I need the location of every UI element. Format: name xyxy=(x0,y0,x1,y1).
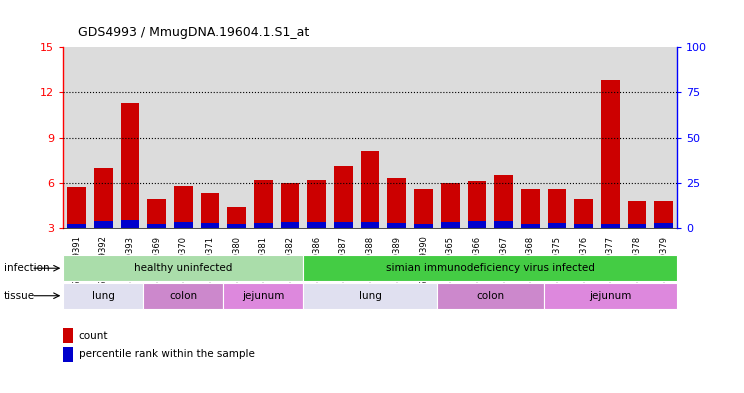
Bar xyxy=(571,47,597,228)
Bar xyxy=(147,224,166,228)
Bar xyxy=(441,183,460,228)
Bar xyxy=(361,151,379,228)
Bar xyxy=(414,224,433,228)
Bar xyxy=(361,222,379,228)
Bar xyxy=(357,47,383,228)
Bar xyxy=(467,181,487,228)
Bar xyxy=(304,47,330,228)
Bar xyxy=(601,80,620,228)
Text: healthy uninfected: healthy uninfected xyxy=(134,263,233,273)
Bar xyxy=(174,222,193,228)
Bar xyxy=(174,186,193,228)
Bar xyxy=(223,283,304,309)
Bar xyxy=(201,193,219,228)
Text: colon: colon xyxy=(476,291,504,301)
Text: GDS4993 / MmugDNA.19604.1.S1_at: GDS4993 / MmugDNA.19604.1.S1_at xyxy=(78,26,310,39)
Text: colon: colon xyxy=(170,291,197,301)
Bar xyxy=(334,222,353,228)
Bar xyxy=(628,224,647,228)
Bar xyxy=(280,222,299,228)
Bar xyxy=(494,175,513,228)
Text: lung: lung xyxy=(92,291,115,301)
Bar xyxy=(67,187,86,228)
Bar xyxy=(544,47,571,228)
Bar xyxy=(467,221,487,228)
Bar xyxy=(494,221,513,228)
Bar xyxy=(67,224,86,228)
Bar xyxy=(121,220,139,228)
Text: jejunum: jejunum xyxy=(243,291,284,301)
Bar xyxy=(388,178,406,228)
Bar xyxy=(304,255,677,281)
Bar xyxy=(144,283,223,309)
Bar xyxy=(574,199,593,228)
Bar xyxy=(655,201,673,228)
Bar xyxy=(521,224,539,228)
Bar xyxy=(544,283,677,309)
Text: jejunum: jejunum xyxy=(589,291,632,301)
Text: percentile rank within the sample: percentile rank within the sample xyxy=(79,349,254,360)
Bar xyxy=(250,47,277,228)
Bar xyxy=(223,47,250,228)
Bar xyxy=(307,222,326,228)
Bar xyxy=(574,224,593,228)
Bar xyxy=(517,47,544,228)
Bar xyxy=(490,47,517,228)
Bar xyxy=(330,47,357,228)
Bar xyxy=(437,47,464,228)
Bar xyxy=(623,47,650,228)
Bar xyxy=(628,201,647,228)
Text: lung: lung xyxy=(359,291,382,301)
Bar xyxy=(254,180,273,228)
Bar xyxy=(147,199,166,228)
Text: count: count xyxy=(79,331,109,341)
Bar xyxy=(388,223,406,228)
Bar xyxy=(521,189,539,228)
Bar xyxy=(63,283,144,309)
Bar xyxy=(254,223,273,228)
Bar xyxy=(90,47,117,228)
Bar xyxy=(334,166,353,228)
Bar xyxy=(304,283,437,309)
Bar xyxy=(94,168,112,228)
Bar xyxy=(441,222,460,228)
Bar xyxy=(196,47,223,228)
Bar xyxy=(383,47,410,228)
Bar xyxy=(94,221,112,228)
Bar xyxy=(280,183,299,228)
Bar xyxy=(548,189,566,228)
Bar xyxy=(117,47,144,228)
Bar xyxy=(410,47,437,228)
Bar xyxy=(170,47,196,228)
Text: tissue: tissue xyxy=(4,291,35,301)
Text: infection: infection xyxy=(4,263,49,273)
Bar xyxy=(601,224,620,228)
Bar xyxy=(121,103,139,228)
Bar xyxy=(597,47,623,228)
Bar xyxy=(144,47,170,228)
Bar xyxy=(63,47,90,228)
Bar xyxy=(277,47,304,228)
Bar xyxy=(307,180,326,228)
Bar xyxy=(655,223,673,228)
Bar xyxy=(228,207,246,228)
Bar xyxy=(228,224,246,228)
Text: simian immunodeficiency virus infected: simian immunodeficiency virus infected xyxy=(386,263,594,273)
Bar xyxy=(548,223,566,228)
Bar xyxy=(201,223,219,228)
Bar xyxy=(464,47,490,228)
Bar xyxy=(437,283,544,309)
Bar xyxy=(63,255,304,281)
Bar xyxy=(414,189,433,228)
Bar xyxy=(650,47,677,228)
